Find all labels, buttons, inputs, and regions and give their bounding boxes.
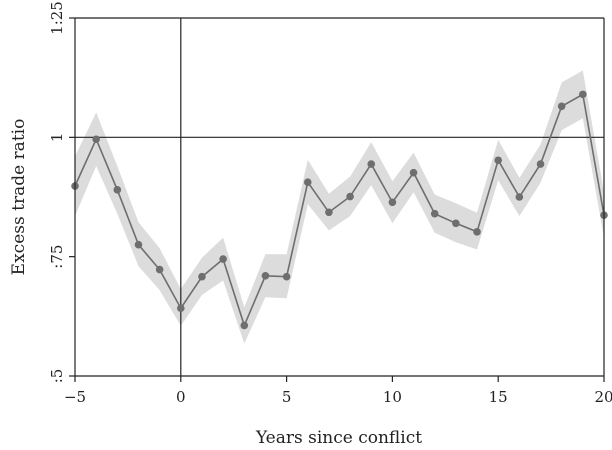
series-line <box>74 93 605 328</box>
data-point <box>494 156 503 165</box>
x-tick-label: 10 <box>383 388 402 406</box>
confidence-band <box>75 70 604 344</box>
data-point <box>113 186 122 194</box>
data-point <box>557 102 566 111</box>
data-point <box>134 240 143 249</box>
y-tick-label: :75 <box>48 245 66 269</box>
data-point <box>303 178 312 187</box>
x-axis-ticks: −5 0 5 10 15 20 <box>64 376 612 406</box>
x-tick-label: 20 <box>594 388 612 406</box>
data-point <box>240 321 249 330</box>
data-point <box>388 198 397 207</box>
data-point <box>367 160 376 168</box>
x-axis-label: Years since conflict <box>255 428 422 448</box>
data-point <box>536 160 545 168</box>
y-tick-label: 1:25 <box>48 1 66 35</box>
data-point <box>515 193 524 201</box>
data-point <box>452 219 460 228</box>
data-point <box>261 271 270 280</box>
data-point <box>198 272 206 281</box>
axes <box>74 17 605 377</box>
data-point <box>177 304 185 313</box>
data-point <box>346 192 354 201</box>
data-point <box>282 272 291 281</box>
data-point <box>579 90 587 99</box>
data-point <box>155 265 164 274</box>
series-line-layer <box>74 93 605 328</box>
plot-area <box>71 18 608 376</box>
data-point <box>325 208 333 217</box>
data-point <box>473 228 481 236</box>
data-point <box>430 209 439 218</box>
x-tick-label: 5 <box>282 388 292 406</box>
data-point <box>92 135 100 144</box>
x-tick-label: 0 <box>176 388 186 406</box>
confidence-band-layer <box>75 70 604 344</box>
x-tick-label: −5 <box>64 388 86 406</box>
y-axis-ticks: :5 :75 1 1:25 <box>48 1 75 383</box>
data-point <box>219 255 227 263</box>
y-tick-label: 1 <box>48 133 66 143</box>
y-tick-label: :5 <box>48 369 66 384</box>
y-axis-label: Excess trade ratio <box>9 119 29 276</box>
data-points <box>71 90 608 330</box>
reference-lines <box>75 18 604 376</box>
x-tick-label: 15 <box>489 388 508 406</box>
data-point <box>409 168 418 177</box>
